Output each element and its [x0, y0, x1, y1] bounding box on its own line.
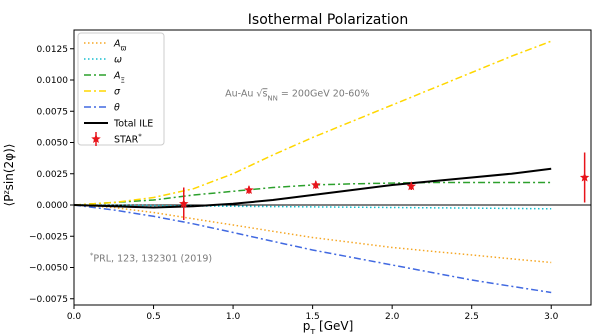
- y-tick-label-0: −0.0075: [29, 295, 68, 305]
- plot-area: 0.0 0.5 1.0 1.5 2.0 2.5 3.0 −0.0075 −0.0050 −0.00…: [29, 29, 592, 322]
- annotation-collision: Au-Au √sNN = 200GeV 20-60%: [225, 88, 369, 102]
- annotation-reference: *PRL, 123, 132301 (2019): [90, 251, 212, 264]
- star-point-3: [406, 181, 416, 191]
- star-point-0: [179, 198, 189, 208]
- y-tick-label-4: 0.0025: [37, 170, 69, 180]
- y-tick-label-5: 0.0050: [37, 139, 69, 149]
- legend-box: [77, 32, 165, 146]
- y-tick-label-8: 0.0125: [37, 45, 69, 55]
- series-line-0: [73, 204, 552, 264]
- x-axis-label: pT [GeV]: [303, 319, 354, 334]
- star-point-1: [244, 185, 254, 195]
- legend-label-2: AΞ: [113, 71, 125, 85]
- legend-label-0: Aϖ: [113, 39, 127, 53]
- x-tick-label-3: 1.5: [305, 312, 319, 322]
- x-tick-label-1: 0.5: [146, 312, 160, 322]
- y-tick-label-7: 0.0100: [37, 76, 69, 86]
- legend: Aϖ ω AΞ σθ Total ILE STAR*: [77, 32, 165, 146]
- y-tick-label-1: −0.0050: [29, 264, 68, 274]
- series-line-5: [73, 167, 552, 209]
- legend-label-3: σ: [114, 87, 121, 98]
- axes-frame: [73, 29, 592, 306]
- star-point-2: [311, 180, 321, 190]
- legend-label-4: θ: [114, 103, 120, 114]
- x-tick-label-4: 2.0: [385, 312, 400, 322]
- y-tick-label-2: −0.0025: [29, 232, 68, 242]
- x-tick-label-0: 0.0: [67, 312, 82, 322]
- x-tick-label-5: 2.5: [465, 312, 479, 322]
- series-line-4: [73, 204, 552, 294]
- star-point-4: [579, 172, 590, 182]
- series-line-3: [73, 40, 552, 206]
- legend-label-star: STAR*: [114, 133, 142, 146]
- y-tick-label-6: 0.0075: [37, 107, 69, 117]
- legend-label-1: ω: [114, 55, 122, 66]
- series-line-2: [73, 181, 552, 206]
- y-axis-label: ⟨Pzsin(2φ)⟩: [2, 144, 17, 207]
- legend-label-5: Total ILE: [113, 119, 153, 130]
- x-tick-label-6: 3.0: [544, 312, 559, 322]
- chart-title: Isothermal Polarization: [248, 12, 408, 28]
- x-tick-label-2: 1.0: [226, 312, 241, 322]
- y-tick-label-3: 0.0000: [37, 201, 69, 211]
